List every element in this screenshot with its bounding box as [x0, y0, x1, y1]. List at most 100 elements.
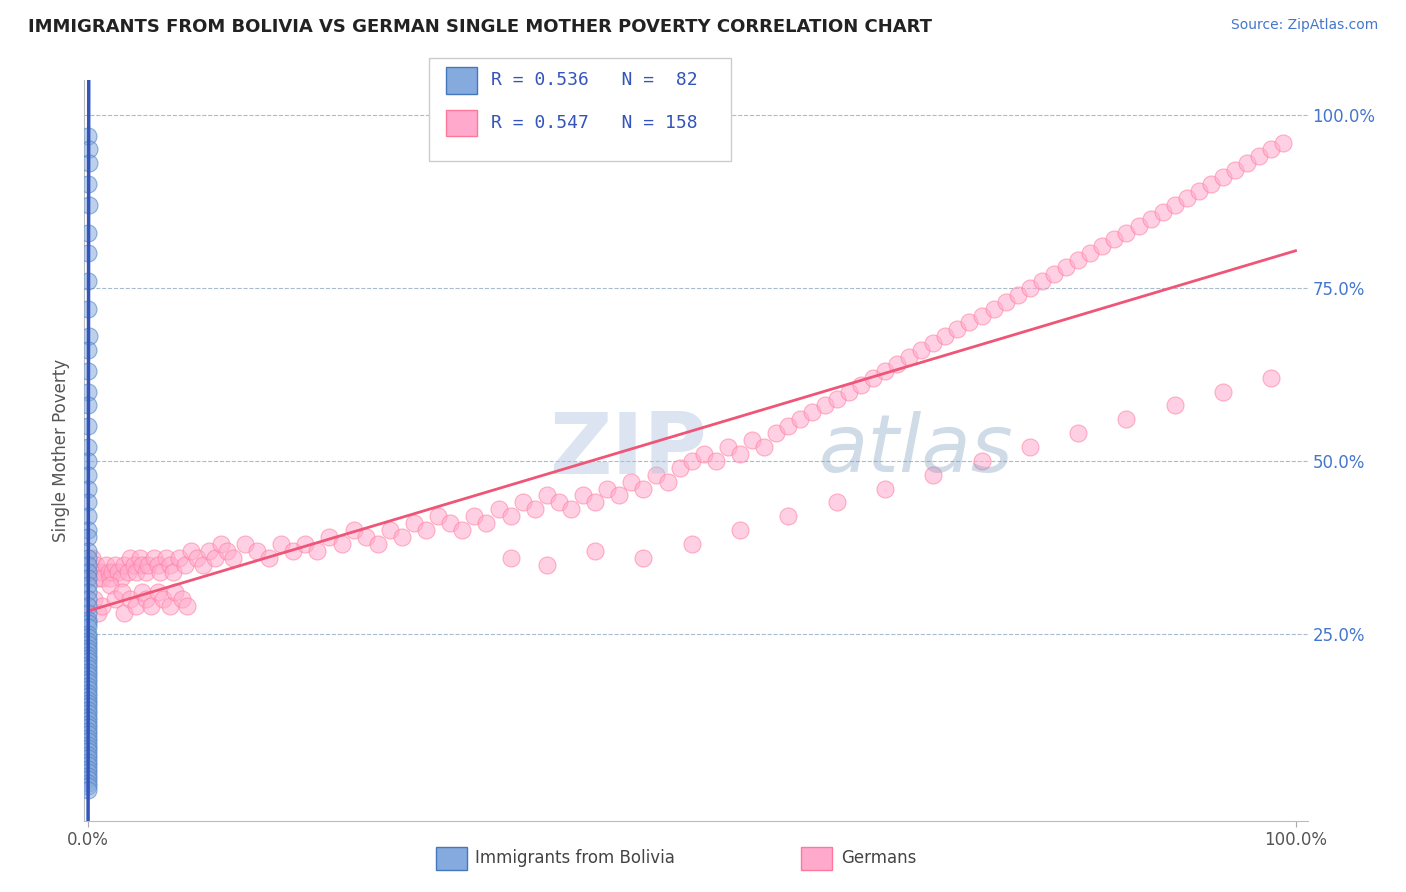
Point: [548, 495, 571, 509]
Point: [77, 329, 100, 343]
Point: [488, 502, 510, 516]
Point: [103, 558, 125, 572]
Point: [596, 482, 619, 496]
Point: [83, 592, 105, 607]
Point: [427, 509, 450, 524]
Point: [149, 565, 172, 579]
Point: [657, 475, 679, 489]
Point: [343, 523, 366, 537]
Point: [77, 710, 100, 724]
Point: [994, 294, 1017, 309]
Point: [77, 644, 100, 658]
Point: [741, 433, 763, 447]
Point: [1043, 267, 1066, 281]
Point: [620, 475, 643, 489]
Point: [1031, 274, 1053, 288]
Point: [77, 495, 100, 509]
Point: [402, 516, 425, 530]
Point: [77, 198, 100, 212]
Point: [222, 550, 245, 565]
Point: [1260, 143, 1282, 157]
Point: [77, 692, 100, 706]
Point: [77, 592, 100, 607]
Point: [172, 592, 194, 607]
Point: [77, 716, 100, 731]
Point: [139, 599, 162, 614]
Point: [499, 550, 522, 565]
Point: [77, 699, 100, 714]
Point: [77, 482, 100, 496]
Point: [191, 558, 214, 572]
Point: [1054, 260, 1077, 274]
Point: [77, 606, 100, 620]
Point: [80, 550, 103, 565]
Point: [77, 637, 100, 651]
Point: [77, 744, 100, 758]
Point: [77, 572, 100, 586]
Point: [77, 633, 100, 648]
Point: [475, 516, 498, 530]
Point: [77, 620, 100, 634]
Point: [77, 246, 100, 260]
Text: R = 0.547   N = 158: R = 0.547 N = 158: [491, 114, 697, 132]
Point: [86, 606, 108, 620]
Point: [77, 550, 100, 565]
Point: [1115, 226, 1137, 240]
Point: [681, 454, 703, 468]
Point: [873, 364, 896, 378]
Point: [77, 714, 100, 728]
Point: [536, 558, 558, 572]
Point: [77, 765, 100, 780]
Point: [1152, 204, 1174, 219]
Point: [77, 668, 100, 682]
Point: [583, 543, 606, 558]
Point: [77, 613, 100, 627]
Text: IMMIGRANTS FROM BOLIVIA VS GERMAN SINGLE MOTHER POVERTY CORRELATION CHART: IMMIGRANTS FROM BOLIVIA VS GERMAN SINGLE…: [28, 18, 932, 36]
Point: [77, 661, 100, 675]
Point: [728, 523, 751, 537]
Text: Source: ZipAtlas.com: Source: ZipAtlas.com: [1230, 18, 1378, 32]
Point: [77, 782, 100, 797]
Point: [77, 675, 100, 690]
Point: [77, 762, 100, 776]
Point: [117, 565, 139, 579]
Point: [873, 482, 896, 496]
Point: [257, 550, 280, 565]
Point: [86, 558, 108, 572]
Point: [898, 350, 921, 364]
Point: [77, 384, 100, 399]
Point: [77, 738, 100, 752]
Point: [98, 578, 121, 592]
Point: [77, 274, 100, 288]
Point: [1260, 371, 1282, 385]
Point: [77, 758, 100, 772]
Point: [77, 755, 100, 769]
Point: [173, 558, 195, 572]
Point: [135, 565, 157, 579]
Text: atlas: atlas: [818, 411, 1014, 490]
Point: [77, 143, 100, 157]
Point: [77, 156, 100, 170]
Point: [77, 751, 100, 765]
Point: [1223, 163, 1246, 178]
Point: [83, 565, 105, 579]
Point: [378, 523, 401, 537]
Point: [77, 454, 100, 468]
Text: ZIP: ZIP: [550, 409, 707, 492]
Point: [910, 343, 932, 358]
Point: [86, 572, 108, 586]
Point: [233, 537, 256, 551]
Point: [1067, 426, 1090, 441]
Point: [138, 558, 160, 572]
Point: [110, 572, 132, 586]
Point: [789, 412, 811, 426]
Point: [167, 550, 190, 565]
Point: [77, 689, 100, 703]
Point: [922, 336, 945, 351]
Point: [146, 558, 169, 572]
Point: [1078, 246, 1101, 260]
Point: [77, 720, 100, 734]
Point: [1018, 440, 1040, 454]
Point: [180, 543, 202, 558]
Point: [560, 502, 582, 516]
